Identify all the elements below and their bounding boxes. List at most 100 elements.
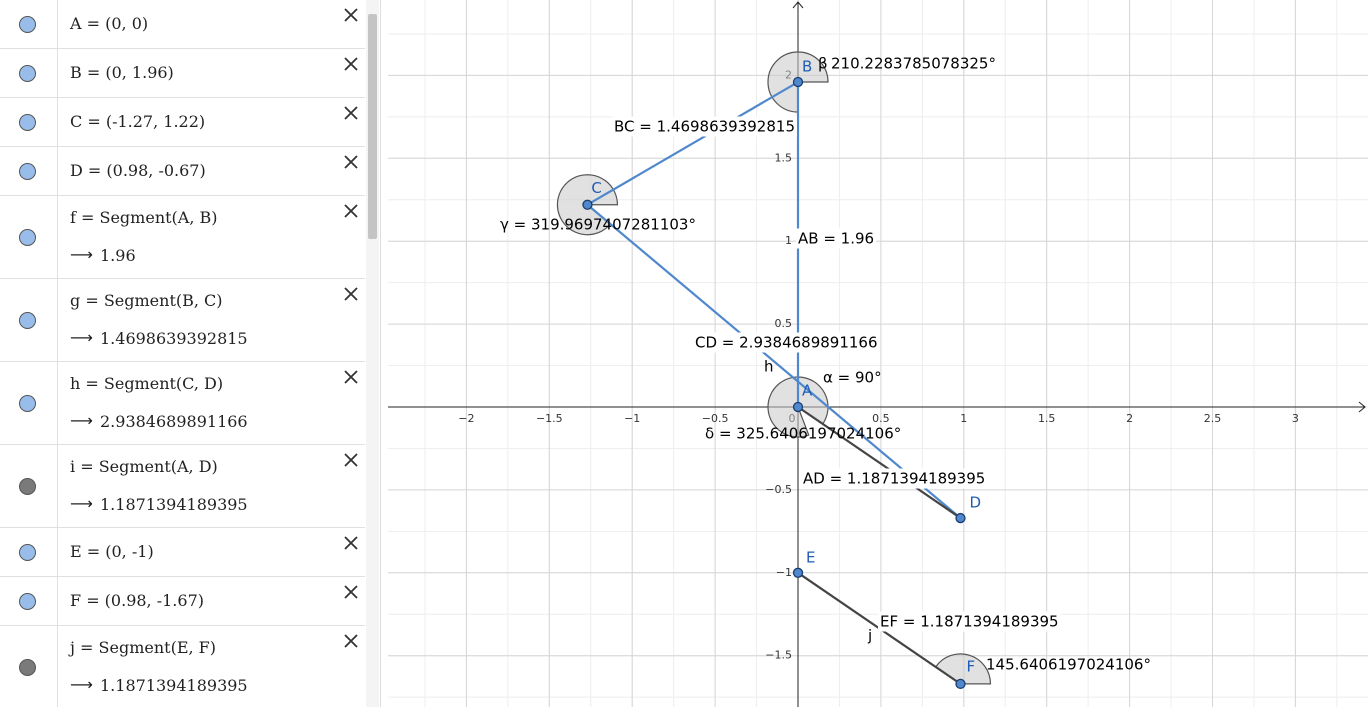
algebra-row: h = Segment(C, D) ⟶ 2.9384689891166	[0, 362, 365, 445]
visibility-toggle[interactable]	[19, 162, 36, 180]
separator	[57, 196, 58, 278]
segment	[586, 203, 962, 519]
visibility-toggle[interactable]	[19, 394, 36, 412]
separator	[57, 0, 58, 48]
segment-label: BC = 1.4698639392815	[614, 118, 795, 136]
visibility-toggle[interactable]	[19, 113, 36, 131]
output-value: 1.4698639392815	[100, 329, 248, 348]
delete-button[interactable]	[343, 56, 359, 72]
point	[792, 401, 804, 413]
algebra-row: D = (0.98, -0.67)	[0, 147, 365, 196]
definition[interactable]: h = Segment(C, D)	[70, 374, 224, 393]
x-tick-label: −1.5	[536, 412, 563, 425]
point	[792, 76, 804, 88]
output-arrow: ⟶	[70, 675, 93, 694]
delete-button[interactable]	[343, 105, 359, 121]
delete-button[interactable]	[343, 452, 359, 468]
y-tick-label: 1	[785, 234, 792, 247]
delete-button[interactable]	[343, 633, 359, 649]
y-axis-arrow	[792, 1, 804, 9]
angle-label: β	[818, 55, 828, 73]
angle-sector	[767, 51, 829, 113]
definition[interactable]: f = Segment(A, B)	[70, 208, 218, 227]
delete-button[interactable]	[343, 369, 359, 385]
graphics-view: −2−1.5−1−0.500.511.522.53−1.5−1−0.50.511…	[388, 0, 1368, 707]
scroll-thumb[interactable]	[368, 14, 377, 239]
algebra-row: E = (0, -1)	[0, 528, 365, 577]
definition[interactable]: E = (0, -1)	[70, 542, 154, 561]
separator	[57, 98, 58, 146]
algebra-row: C = (-1.27, 1.22)	[0, 98, 365, 147]
segment	[586, 81, 799, 206]
output-value: 1.1871394189395	[100, 495, 248, 514]
algebra-row: A = (0, 0)	[0, 0, 365, 49]
point-label: D	[969, 494, 981, 512]
definition[interactable]: g = Segment(B, C)	[70, 291, 223, 310]
angle-label: 145.6406197024106°	[986, 656, 1151, 674]
delete-button[interactable]	[343, 7, 359, 23]
output-value: 1.1871394189395	[100, 676, 248, 695]
point-label: C	[591, 179, 601, 197]
definition[interactable]: D = (0.98, -0.67)	[70, 161, 206, 180]
definition[interactable]: F = (0.98, -1.67)	[70, 591, 204, 610]
point	[955, 512, 966, 524]
separator	[57, 49, 58, 97]
delete-button[interactable]	[343, 535, 359, 551]
definition[interactable]: i = Segment(A, D)	[70, 457, 218, 476]
output-arrow: ⟶	[70, 245, 93, 264]
delete-button[interactable]	[343, 154, 359, 170]
point	[955, 678, 966, 690]
delete-button[interactable]	[343, 286, 359, 302]
algebra-row: g = Segment(B, C) ⟶ 1.4698639392815	[0, 279, 365, 362]
visibility-toggle[interactable]	[19, 311, 36, 329]
algebra-row: f = Segment(A, B) ⟶ 1.96	[0, 196, 365, 279]
delete-button[interactable]	[343, 584, 359, 600]
x-tick-label: 2.5	[1204, 412, 1222, 425]
x-tick-label: −0.5	[702, 412, 729, 425]
point	[792, 567, 804, 578]
visibility-toggle[interactable]	[19, 592, 36, 610]
delete-button[interactable]	[343, 203, 359, 219]
segment-label: AB = 1.96	[798, 230, 874, 248]
point-label: E	[806, 548, 815, 566]
x-tick-label: 3	[1292, 412, 1299, 425]
algebra-row: j = Segment(E, F) ⟶ 1.1871394189395	[0, 626, 365, 707]
algebra-row: i = Segment(A, D) ⟶ 1.1871394189395	[0, 445, 365, 528]
separator	[57, 626, 58, 707]
angle-label: α = 90°	[823, 369, 882, 387]
x-tick-label: −1	[624, 412, 640, 425]
segment	[797, 406, 962, 519]
separator	[57, 445, 58, 527]
label-background	[612, 116, 797, 137]
output-value: 1.96	[100, 246, 136, 265]
visibility-toggle[interactable]	[19, 658, 36, 676]
scrollbar[interactable]	[366, 0, 379, 707]
separator	[57, 362, 58, 444]
visibility-toggle[interactable]	[19, 477, 36, 495]
angle-label: γ = 319.9697407281103°	[500, 216, 696, 234]
visibility-toggle[interactable]	[19, 15, 36, 33]
definition[interactable]: C = (-1.27, 1.22)	[70, 112, 206, 131]
segment-label: j	[867, 627, 872, 645]
point-label: B	[802, 58, 812, 76]
x-tick-label: 2	[1126, 412, 1133, 425]
y-tick-label: −1.5	[765, 649, 792, 662]
definition[interactable]: j = Segment(E, F)	[70, 638, 217, 657]
visibility-toggle[interactable]	[19, 543, 36, 561]
visibility-toggle[interactable]	[19, 64, 36, 82]
definition[interactable]: A = (0, 0)	[70, 14, 149, 33]
point-label: A	[802, 382, 813, 400]
separator	[57, 528, 58, 576]
label-background	[878, 611, 1061, 632]
label-background	[796, 228, 877, 249]
point	[582, 199, 593, 210]
angle-label: δ = 325.6406197024106°	[705, 425, 901, 443]
separator	[57, 147, 58, 195]
angle-sector	[934, 653, 992, 685]
definition[interactable]: B = (0, 1.96)	[70, 63, 174, 82]
angle-label: 210.2283785078325°	[831, 55, 996, 73]
x-tick-label: −2	[458, 412, 474, 425]
visibility-toggle[interactable]	[19, 228, 36, 246]
x-tick-label: 1.5	[1038, 412, 1056, 425]
